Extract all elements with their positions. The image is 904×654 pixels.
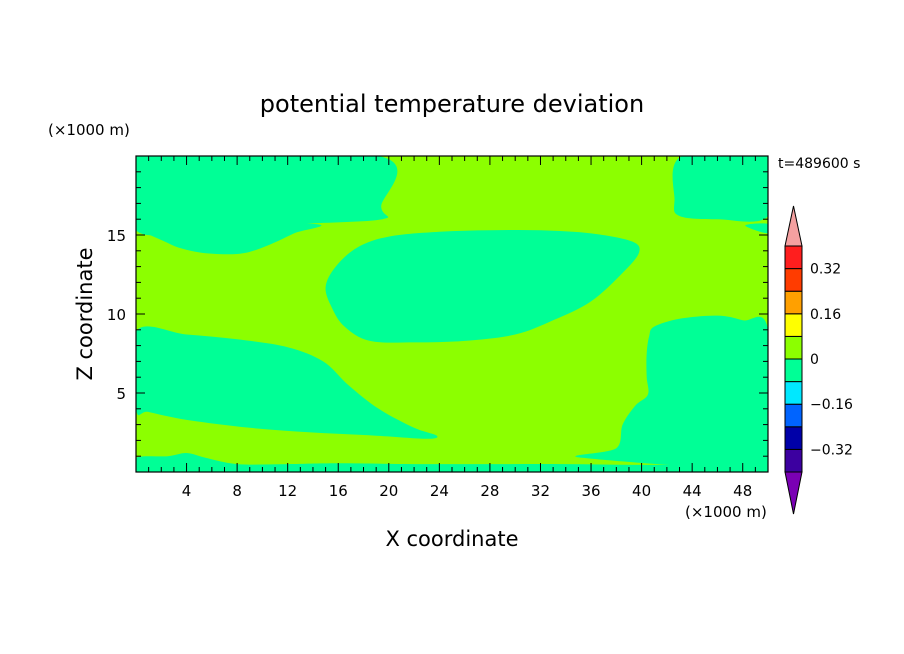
y-unit-label: (×1000 m) [48,121,130,139]
colorbar-band [784,268,803,292]
colorbar-band [784,335,803,360]
x-tick-label: 8 [232,482,242,500]
x-axis-title: X coordinate [385,527,518,551]
colorbar-tick-label: −0.32 [810,442,853,458]
colorbar-band [784,313,803,337]
time-label: t=489600 s [778,156,860,172]
x-tick-label: 28 [480,482,499,500]
y-axis-title: Z coordinate [73,247,97,380]
x-tick-label: 16 [329,482,348,500]
colorbar-extend-high [784,205,803,247]
x-tick-label: 36 [581,482,600,500]
contour-region-bottom-cool-strip [136,452,768,472]
colorbar-band [784,290,803,315]
contour-region-center-cool-blob [325,229,640,343]
colorbar-tick-label: 0.32 [810,262,841,278]
x-tick-label: 32 [531,482,550,500]
x-unit-label: (×1000 m) [685,503,767,521]
colorbar-tick-label: 0.16 [810,307,841,323]
colorbar-band [784,358,803,383]
y-tick-label: 15 [107,227,126,245]
contour-region-right-cool-region [575,315,768,472]
contour-region-upper-left-cool-band [136,156,398,236]
x-tick-label: 44 [683,482,702,500]
contour-region-left-cool-wedge [136,326,438,439]
x-tick-label: 12 [278,482,297,500]
colorbar: 0.32 0.16 0 −0.16 −0.32 [784,205,853,515]
x-tick-label: 24 [430,482,449,500]
colorbar-band [784,403,803,428]
colorbar-band [784,426,803,450]
colorbar-band [784,381,803,405]
contour-region-upper-right-cool-band [672,156,768,222]
y-tick-label: 5 [116,385,126,403]
contour-region-upper-left-cool-lobe [140,222,322,255]
x-tick-label: 20 [379,482,398,500]
contour-region-right-edge-sliver [745,223,768,234]
colorbar-tick-label: 0 [810,352,819,368]
x-tick-label: 40 [632,482,651,500]
colorbar-band [784,245,803,270]
chart-title: potential temperature deviation [260,90,644,118]
y-tick-label: 10 [107,306,126,324]
plot-area [136,156,768,472]
colorbar-extend-low [784,471,803,515]
x-tick-label: 4 [182,482,192,500]
x-tick-label: 48 [733,482,752,500]
colorbar-tick-label: −0.16 [810,397,853,413]
colorbar-band [784,448,803,473]
contour-regions [136,156,768,472]
